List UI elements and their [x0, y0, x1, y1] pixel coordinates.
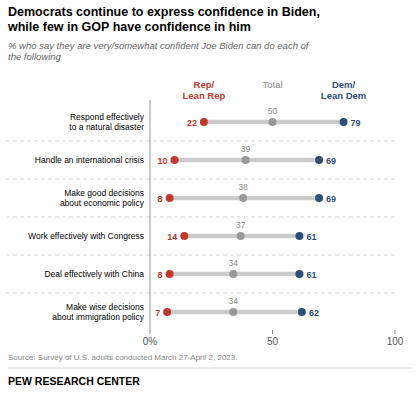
footer-rule: [8, 368, 412, 369]
x-tick-label: 50: [267, 336, 279, 347]
data-label: 22: [187, 118, 197, 128]
dot: [237, 232, 245, 240]
data-label: 38: [238, 182, 248, 192]
data-label: 61: [306, 232, 316, 242]
row-separator: [6, 217, 395, 218]
background: [0, 0, 420, 396]
series-header-line: Rep/: [194, 79, 215, 90]
series-header: Dem/Lean Dem: [321, 79, 366, 101]
dot: [315, 156, 323, 164]
category-label-line: Deal effectively with China: [44, 269, 144, 279]
category-label: Respond effectivelyto a natural disaster: [69, 112, 144, 132]
category-label: Make good decisionsabout economic policy: [60, 188, 145, 208]
category-label: Work effectively with Congress: [28, 231, 144, 241]
data-label: 34: [229, 258, 239, 268]
dot: [166, 194, 174, 202]
axis-line: [150, 100, 151, 330]
data-label: 39: [241, 144, 251, 154]
category-label-line: about economic policy: [60, 198, 145, 208]
dot: [269, 118, 277, 126]
subtitle-line: % who say they are very/somewhat confide…: [8, 40, 310, 51]
data-label: 8: [158, 194, 163, 204]
row-separator: [6, 141, 395, 142]
category-label-line: Respond effectively: [70, 112, 145, 122]
dot: [229, 270, 237, 278]
dot: [166, 270, 174, 278]
x-tick: [150, 330, 151, 334]
dot: [171, 156, 179, 164]
x-tick-label: 0%: [143, 336, 158, 347]
series-header-line: Total: [262, 79, 282, 90]
dot: [180, 232, 188, 240]
subtitle-line: the following: [8, 51, 62, 62]
dot: [340, 118, 348, 126]
category-label: Deal effectively with China: [44, 269, 144, 279]
category-label-line: about immigration policy: [52, 312, 144, 322]
data-label: 61: [306, 270, 316, 280]
subtitle: % who say they are very/somewhat confide…: [8, 40, 310, 62]
data-label: 79: [351, 118, 361, 128]
dot: [315, 194, 323, 202]
dot: [295, 270, 303, 278]
series-header: Total: [262, 79, 282, 90]
data-label: 37: [236, 220, 246, 230]
x-tick: [395, 330, 396, 334]
category-label-line: Work effectively with Congress: [28, 231, 144, 241]
row-separator: [6, 179, 395, 180]
data-label: 69: [326, 194, 336, 204]
category-label: Make wise decisionsabout immigration pol…: [52, 302, 144, 322]
row-separator: [6, 255, 395, 256]
dot: [239, 194, 247, 202]
chart: Democrats continue to express confidence…: [0, 0, 420, 396]
x-tick: [272, 330, 273, 334]
title-line: Democrats continue to express confidence…: [8, 5, 320, 19]
dot: [242, 156, 250, 164]
dot: [163, 308, 171, 316]
title-line: while few in GOP have confidence in him: [7, 20, 251, 34]
data-label: 69: [326, 156, 336, 166]
source: Source: Survey of U.S. adults conducted …: [8, 353, 237, 362]
marks: [163, 118, 347, 316]
dot: [298, 308, 306, 316]
row-separator: [6, 293, 395, 294]
dot: [229, 308, 237, 316]
x-axis: 0% 50 100: [143, 330, 404, 347]
data-label: 62: [309, 308, 319, 318]
x-tick-label: 100: [387, 336, 404, 347]
data-labels: 22 50 79 10 39 69 8 38 69 14 37 61 8 34 61 7 34 62: [155, 106, 360, 318]
category-label-line: Make good decisions: [64, 188, 144, 198]
data-label: 10: [157, 156, 167, 166]
data-label: 50: [268, 106, 278, 116]
category-label-line: to a natural disaster: [69, 122, 144, 132]
data-label: 34: [229, 296, 239, 306]
dot: [200, 118, 208, 126]
category-label: Handle an international crisis: [35, 155, 144, 165]
category-label-line: Handle an international crisis: [35, 155, 144, 165]
data-label: 14: [167, 232, 177, 242]
data-label: 8: [158, 270, 163, 280]
series-header-line: Lean Rep: [183, 90, 226, 101]
series-header: Rep/Lean Rep: [183, 79, 226, 101]
dot: [295, 232, 303, 240]
series-header-line: Lean Dem: [321, 90, 366, 101]
footer: PEW RESEARCH CENTER: [8, 375, 140, 387]
category-label-line: Make wise decisions: [66, 302, 144, 312]
data-label: 7: [155, 308, 160, 318]
series-header-line: Dem/: [332, 79, 356, 90]
title: Democrats continue to express confidence…: [7, 5, 320, 34]
